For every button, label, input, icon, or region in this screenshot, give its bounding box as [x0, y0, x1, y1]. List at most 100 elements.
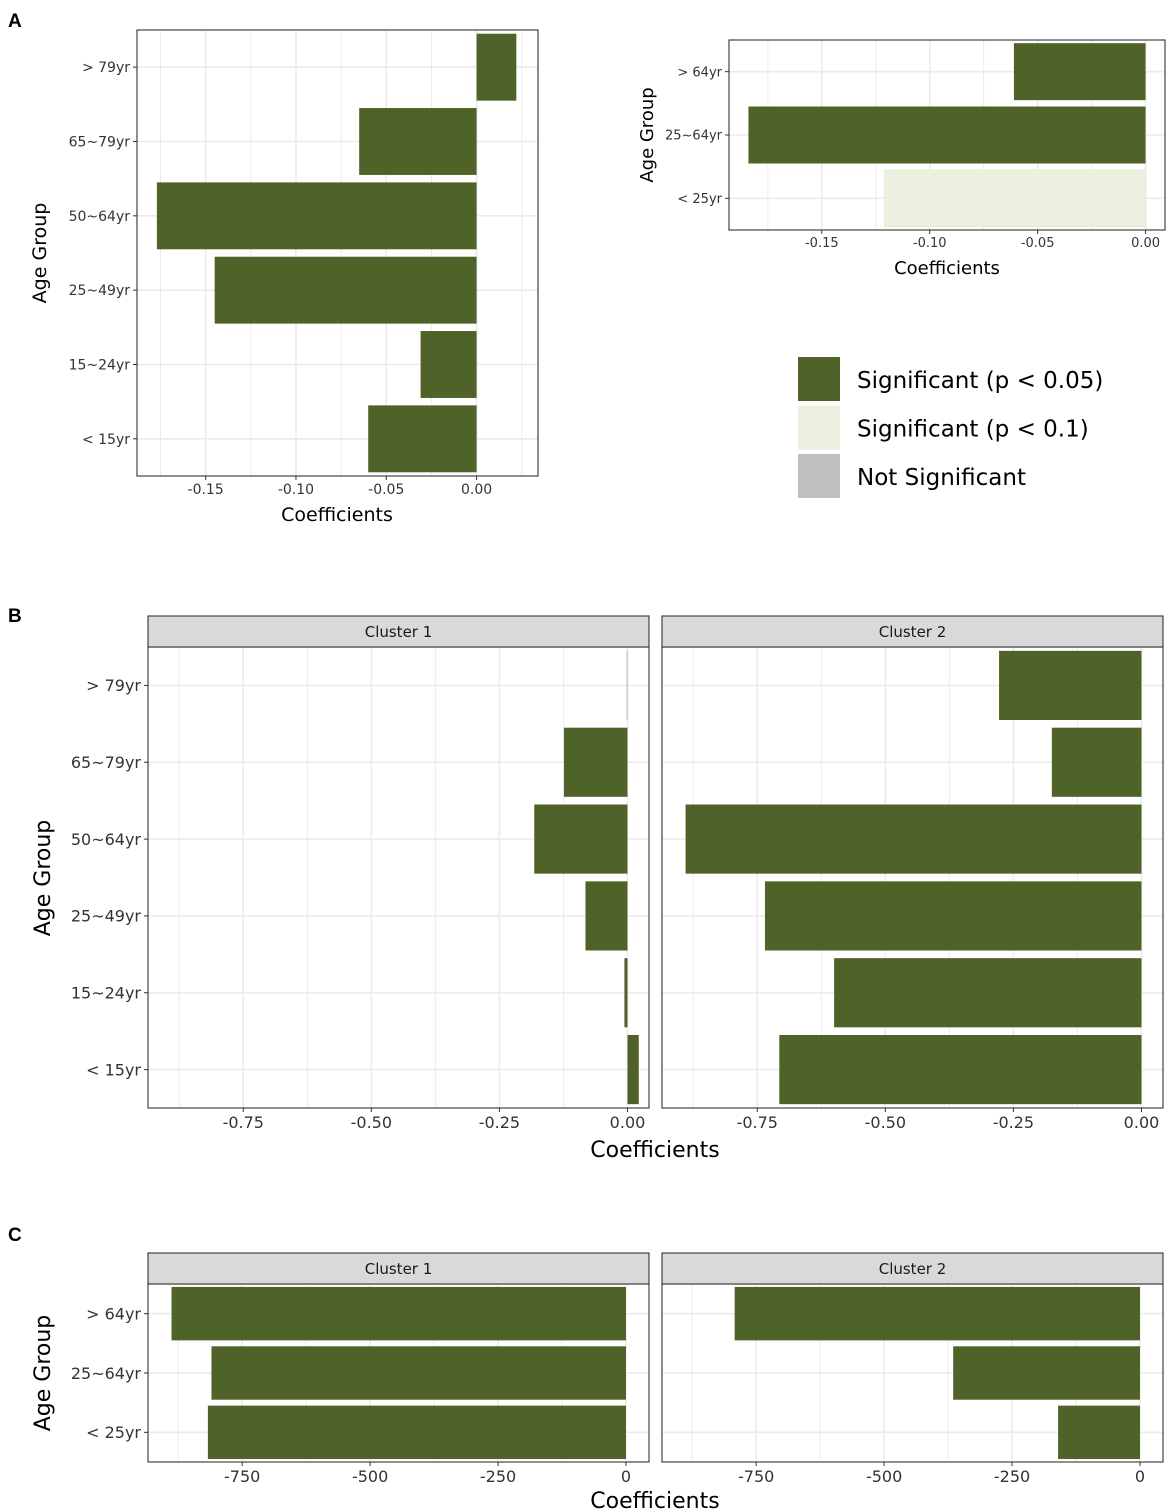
x-tick-label: 0 — [621, 1467, 631, 1486]
panel-a2-y-title: Age Group — [637, 87, 658, 182]
legend-swatch-sig05 — [798, 357, 840, 401]
panel-label-c: C — [8, 1225, 22, 1246]
x-tick-label: -0.10 — [278, 482, 314, 498]
panel-border — [147, 646, 650, 1109]
bar-15-to-24yr — [420, 331, 477, 398]
bar-lt-15yr — [627, 1035, 639, 1105]
bar-gt-79yr — [476, 33, 517, 101]
y-tick-label-25-to-64yr: 25~64yr — [71, 1364, 142, 1383]
facet-strip-label: Cluster 2 — [879, 1260, 947, 1278]
x-tick-label: 0.00 — [610, 1113, 646, 1132]
panel-border — [136, 29, 539, 477]
bar-gt-64yr — [734, 1286, 1140, 1341]
x-tick-label: -750 — [224, 1467, 260, 1486]
panel-b-y-title: Age Group — [31, 820, 56, 937]
x-tick-label: 0.00 — [461, 482, 492, 498]
panel-a1: -0.15 -0.10 -0.05 0.00 > 79yr 65~79yr 50~64yr 2… — [69, 29, 539, 498]
x-tick-label: -0.15 — [805, 236, 839, 251]
x-tick-label: -0.05 — [368, 482, 404, 498]
panel-label-b: B — [8, 606, 22, 627]
y-tick-label-65-to-79yr: 65~79yr — [69, 135, 131, 151]
bar-50-to-64yr — [156, 182, 477, 250]
y-tick-label-gt-64yr: > 64yr — [677, 65, 722, 80]
x-tick-label: -0.75 — [737, 1113, 778, 1132]
bar-gt-64yr — [1013, 43, 1146, 101]
y-tick-label-50-to-64yr: 50~64yr — [71, 830, 142, 849]
bar-15-to-24yr — [624, 958, 628, 1028]
y-tick-label-25-to-49yr: 25~49yr — [71, 907, 142, 926]
x-tick-label: -0.50 — [865, 1113, 906, 1132]
y-tick-label-lt-15yr: < 15yr — [86, 1060, 141, 1079]
y-tick-label-gt-79yr: > 79yr — [82, 60, 130, 76]
facet-strip — [147, 1252, 650, 1285]
legend-label-notsig: Not Significant — [857, 465, 1026, 491]
y-tick-label-25-to-49yr: 25~49yr — [69, 283, 131, 299]
panel-c-y-title: Age Group — [31, 1315, 56, 1432]
bar-65-to-79yr — [359, 108, 477, 175]
bar-gt-79yr — [626, 650, 628, 720]
legend-swatch-notsig — [798, 454, 840, 498]
panel-a1-y-title: Age Group — [29, 203, 51, 304]
facet-strip-label: Cluster 2 — [879, 623, 947, 641]
bar-lt-25yr — [207, 1405, 626, 1460]
bar-25-to-49yr — [764, 881, 1142, 951]
bar-15-to-24yr — [834, 958, 1142, 1028]
x-tick-label: -250 — [994, 1467, 1030, 1486]
panel-c-cluster-2: -750 -500 -250 0 Cluster 2 — [661, 1252, 1164, 1486]
y-tick-label-gt-64yr: > 64yr — [86, 1304, 141, 1323]
facet-strip-label: Cluster 1 — [365, 1260, 433, 1278]
legend-label-sig05: Significant (p < 0.05) — [857, 368, 1103, 394]
y-tick-label-gt-79yr: > 79yr — [86, 676, 141, 695]
x-tick-label: 0.00 — [1124, 1113, 1160, 1132]
bar-gt-64yr — [171, 1286, 626, 1341]
legend-swatch-sig10 — [798, 405, 840, 450]
panel-b-cluster-1: -0.75 -0.50 -0.25 0.00 > 79yr 65~79yr 50~64yr 2… — [71, 615, 650, 1132]
bar-lt-15yr — [779, 1035, 1142, 1105]
legend-label-sig10: Significant (p < 0.1) — [857, 417, 1089, 443]
bar-lt-15yr — [368, 405, 477, 473]
bar-lt-25yr — [1058, 1405, 1140, 1460]
y-tick-label-15-to-24yr: 15~24yr — [69, 358, 131, 374]
bar-25-to-49yr — [214, 256, 477, 324]
bar-65-to-79yr — [563, 727, 628, 797]
panel-a1-x-title: Coefficients — [281, 504, 393, 526]
bar-50-to-64yr — [685, 804, 1142, 874]
facet-strip — [661, 615, 1164, 648]
panel-b-x-title: Coefficients — [590, 1138, 719, 1163]
panel-a2: -0.15 -0.10 -0.05 0.00 > 64yr 25~64yr < 25yr — [665, 39, 1166, 251]
x-tick-label: -0.75 — [223, 1113, 264, 1132]
x-tick-label: -0.25 — [993, 1113, 1034, 1132]
y-tick-label-25-to-64yr: 25~64yr — [665, 129, 723, 144]
x-tick-label: 0 — [1135, 1467, 1145, 1486]
bar-50-to-64yr — [534, 804, 628, 874]
x-tick-label: 0.00 — [1131, 236, 1160, 251]
bar-gt-79yr — [999, 650, 1142, 720]
x-tick-label: -250 — [480, 1467, 516, 1486]
bar-lt-25yr — [884, 169, 1146, 228]
x-tick-label: -0.05 — [1021, 236, 1055, 251]
bar-25-to-64yr — [211, 1346, 626, 1400]
y-tick-label-50-to-64yr: 50~64yr — [69, 209, 131, 225]
y-tick-label-lt-25yr: < 25yr — [86, 1423, 141, 1442]
x-tick-label: -500 — [866, 1467, 902, 1486]
facet-strip — [147, 615, 650, 648]
bar-25-to-64yr — [748, 106, 1146, 164]
bar-25-to-49yr — [585, 881, 628, 951]
x-tick-label: -750 — [738, 1467, 774, 1486]
legend: Significant (p < 0.05) Significant (p < 0… — [798, 357, 1103, 498]
panel-c-cluster-1: -750 -500 -250 0 > 64yr 25~64yr < 25yr Cluster … — [71, 1252, 650, 1486]
x-tick-label: -500 — [352, 1467, 388, 1486]
facet-strip — [661, 1252, 1164, 1285]
bar-25-to-64yr — [953, 1346, 1140, 1400]
x-tick-label: -0.15 — [188, 482, 224, 498]
x-tick-label: -0.25 — [479, 1113, 520, 1132]
facet-strip-label: Cluster 1 — [365, 623, 433, 641]
panel-c-x-title: Coefficients — [590, 1489, 719, 1511]
y-tick-label-lt-15yr: < 15yr — [82, 432, 130, 448]
panel-b-cluster-2: -0.75 -0.50 -0.25 0.00 Cluster 2 — [661, 615, 1164, 1132]
panel-a2-x-title: Coefficients — [894, 258, 1000, 279]
y-tick-label-65-to-79yr: 65~79yr — [71, 753, 142, 772]
panel-label-a: A — [8, 11, 22, 32]
y-tick-label-lt-25yr: < 25yr — [677, 192, 722, 207]
y-tick-label-15-to-24yr: 15~24yr — [71, 984, 142, 1003]
